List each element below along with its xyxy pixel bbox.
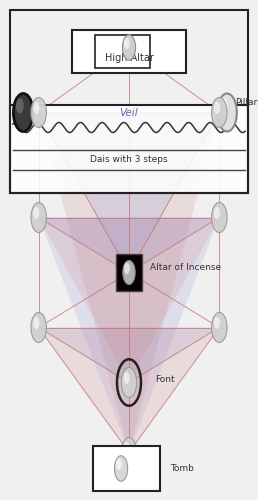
Circle shape — [214, 102, 220, 114]
Bar — [95, 35, 150, 68]
Circle shape — [13, 94, 33, 132]
Circle shape — [212, 98, 227, 128]
Circle shape — [33, 207, 39, 219]
Polygon shape — [39, 218, 219, 452]
Circle shape — [116, 458, 122, 470]
Bar — [116, 254, 142, 291]
Circle shape — [214, 317, 220, 329]
Circle shape — [33, 102, 39, 114]
Text: Veil: Veil — [120, 108, 138, 118]
Circle shape — [115, 456, 128, 481]
Circle shape — [123, 260, 135, 284]
Bar — [10, 105, 248, 192]
Circle shape — [121, 438, 137, 468]
Circle shape — [217, 94, 237, 132]
Text: Tomb: Tomb — [170, 464, 194, 473]
Circle shape — [16, 98, 24, 114]
Circle shape — [124, 372, 130, 384]
Polygon shape — [39, 112, 219, 272]
Polygon shape — [39, 328, 219, 452]
Bar — [72, 30, 186, 72]
Text: Altar of Incense: Altar of Incense — [150, 263, 221, 272]
Circle shape — [33, 317, 39, 329]
Polygon shape — [39, 218, 219, 272]
Bar — [93, 446, 160, 491]
Circle shape — [124, 38, 130, 49]
Circle shape — [31, 98, 46, 128]
Circle shape — [212, 312, 227, 342]
Circle shape — [31, 202, 46, 232]
Circle shape — [214, 207, 220, 219]
Circle shape — [220, 98, 228, 114]
Bar — [10, 105, 248, 192]
Text: Dais with 3 steps: Dais with 3 steps — [90, 154, 168, 164]
Text: Pillars: Pillars — [235, 98, 258, 107]
Circle shape — [31, 312, 46, 342]
Text: High Altar: High Altar — [104, 52, 154, 62]
Circle shape — [124, 262, 130, 274]
Circle shape — [121, 368, 137, 398]
Polygon shape — [39, 218, 219, 382]
Bar — [10, 10, 248, 192]
Text: Font: Font — [155, 376, 174, 384]
Circle shape — [212, 202, 227, 232]
Polygon shape — [39, 328, 219, 382]
Circle shape — [122, 35, 136, 60]
Polygon shape — [39, 112, 219, 452]
Circle shape — [124, 442, 130, 454]
